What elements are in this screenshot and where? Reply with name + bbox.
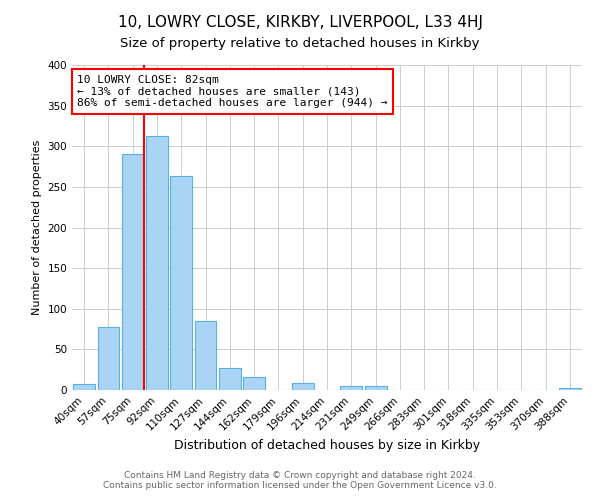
Bar [219, 368, 241, 390]
Bar [365, 386, 386, 390]
Bar [73, 384, 95, 390]
Text: Contains HM Land Registry data © Crown copyright and database right 2024.
Contai: Contains HM Land Registry data © Crown c… [103, 470, 497, 490]
Bar [559, 388, 581, 390]
Bar [340, 386, 362, 390]
Y-axis label: Number of detached properties: Number of detached properties [32, 140, 42, 315]
Bar [122, 154, 143, 390]
Bar [292, 382, 314, 390]
Bar [194, 321, 217, 390]
Bar [146, 136, 168, 390]
Text: 10 LOWRY CLOSE: 82sqm
← 13% of detached houses are smaller (143)
86% of semi-det: 10 LOWRY CLOSE: 82sqm ← 13% of detached … [77, 74, 388, 108]
Bar [170, 176, 192, 390]
Text: Size of property relative to detached houses in Kirkby: Size of property relative to detached ho… [120, 38, 480, 51]
Bar [97, 328, 119, 390]
Text: 10, LOWRY CLOSE, KIRKBY, LIVERPOOL, L33 4HJ: 10, LOWRY CLOSE, KIRKBY, LIVERPOOL, L33 … [118, 15, 482, 30]
X-axis label: Distribution of detached houses by size in Kirkby: Distribution of detached houses by size … [174, 438, 480, 452]
Bar [243, 377, 265, 390]
